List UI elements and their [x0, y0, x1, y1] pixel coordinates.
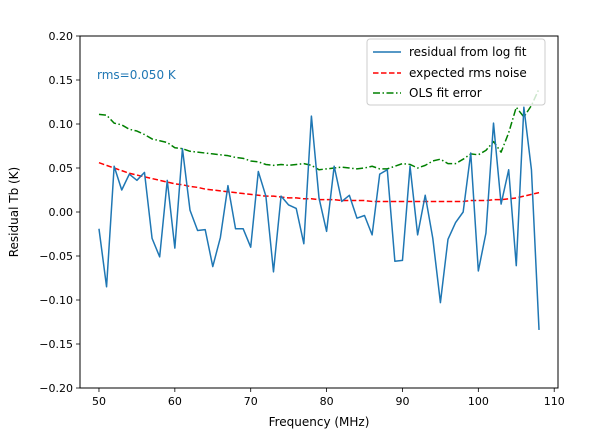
y-tick-label: −0.20 [39, 382, 73, 395]
y-tick-label: −0.05 [39, 250, 73, 263]
annotation-rms: rms=0.050 K [97, 68, 177, 82]
y-tick-label: −0.15 [39, 338, 73, 351]
legend-box [366, 38, 546, 106]
x-tick-label: 100 [468, 395, 489, 408]
y-tick-label: 0.05 [49, 162, 74, 175]
y-tick-label: 0.00 [49, 206, 74, 219]
x-tick-label: 110 [544, 395, 565, 408]
x-tick-label: 60 [168, 395, 182, 408]
ticks-layer: 50 60 70 80 90 100 110 −0.20 −0.15 −0.10 −0.05 0.00… [39, 30, 564, 408]
y-tick-label: 0.20 [49, 30, 74, 43]
series-line-0 [98, 106, 540, 330]
plot-frame [79, 35, 559, 389]
y-axis-title: Residual Tb (K) [7, 167, 21, 258]
x-tick-label: 80 [320, 395, 334, 408]
y-tick-label: 0.15 [49, 74, 74, 87]
legend-label-ols-error: OLS fit error [409, 86, 482, 100]
series-line-2 [98, 88, 540, 171]
y-tick-label: 0.10 [49, 118, 74, 131]
series-layer [98, 88, 540, 330]
legend: residual from log fit expected rms noise… [366, 38, 546, 106]
legend-label-residual: residual from log fit [409, 45, 527, 59]
y-tick-label: −0.10 [39, 294, 73, 307]
legend-label-rms-noise: expected rms noise [409, 66, 527, 80]
x-tick-label: 70 [244, 395, 258, 408]
x-tick-label: 50 [92, 395, 106, 408]
x-tick-label: 90 [395, 395, 409, 408]
x-axis-title: Frequency (MHz) [269, 415, 370, 429]
